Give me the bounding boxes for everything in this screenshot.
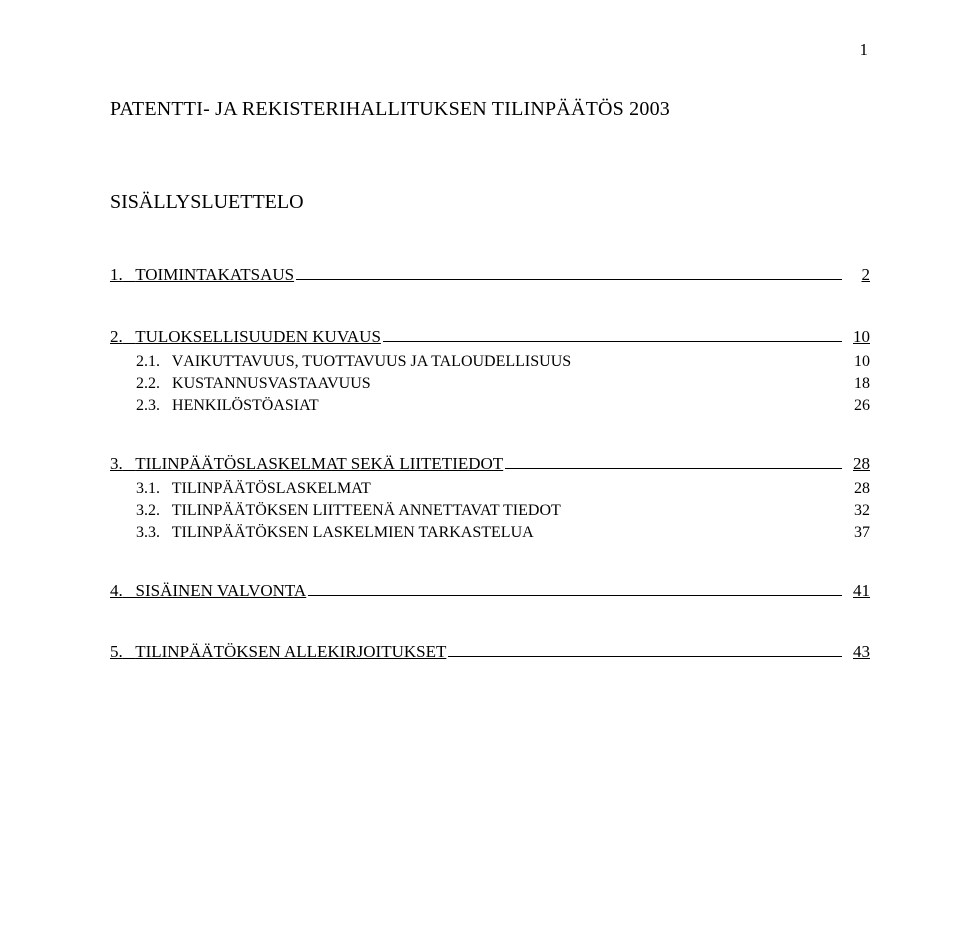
table-of-contents: 1. TOIMINTAKATSAUS 2 2. TULOKSELLISUUDEN… — [110, 264, 870, 662]
toc-subtext-rest: ENKILÖSTÖASIAT — [184, 397, 319, 414]
toc-entry: 3. TILINPÄÄTÖSLASKELMAT SEKÄ LIITETIEDOT… — [110, 453, 870, 474]
toc-page: 28 — [846, 454, 870, 474]
toc-page: 43 — [846, 642, 870, 662]
toc-subnum: 2.3. — [136, 397, 160, 414]
toc-label: 2. TULOKSELLISUUDEN KUVAUS — [110, 327, 381, 347]
toc-num: 3. — [110, 454, 123, 473]
toc-subtext-cap: K — [172, 375, 184, 392]
toc-subtext-cap: T — [172, 502, 182, 519]
toc-subnum: 2.2. — [136, 375, 160, 392]
toc-leader — [505, 453, 842, 469]
toc-num: 2. — [110, 327, 123, 346]
toc-subgroup: 2.1. VAIKUTTAVUUS, TUOTTAVUUS JA TALOUDE… — [110, 353, 870, 415]
toc-sublabel: 2.1. VAIKUTTAVUUS, TUOTTAVUUS JA TALOUDE… — [136, 353, 571, 371]
toc-subpage: 28 — [846, 480, 870, 498]
toc-num: 5. — [110, 642, 123, 661]
toc-subnum: 3.3. — [136, 524, 160, 541]
toc-subentry: 3.3. TILINPÄÄTÖKSEN LASKELMIEN TARKASTEL… — [136, 524, 870, 542]
toc-num: 4. — [110, 581, 123, 600]
toc-subpage: 37 — [846, 524, 870, 542]
toc-num: 1. — [110, 265, 123, 284]
toc-sublabel: 3.1. TILINPÄÄTÖSLASKELMAT — [136, 480, 371, 498]
toc-subentry: 2.2. KUSTANNUSVASTAAVUUS 18 — [136, 375, 870, 393]
toc-page: 10 — [846, 327, 870, 347]
toc-subnum: 2.1. — [136, 353, 160, 370]
toc-subtext-rest: ILINPÄÄTÖKSEN LIITTEENÄ ANNETTAVAT TIEDO… — [182, 502, 561, 519]
toc-subpage: 18 — [846, 375, 870, 393]
toc-subnum: 3.2. — [136, 502, 160, 519]
toc-subentry: 2.3. HENKILÖSTÖASIAT 26 — [136, 397, 870, 415]
toc-entry: 1. TOIMINTAKATSAUS 2 — [110, 264, 870, 285]
toc-label: 5. TILINPÄÄTÖKSEN ALLEKIRJOITUKSET — [110, 642, 446, 662]
toc-subentry: 3.2. TILINPÄÄTÖKSEN LIITTEENÄ ANNETTAVAT… — [136, 502, 870, 520]
page-number: 1 — [860, 40, 869, 60]
toc-sublabel: 3.3. TILINPÄÄTÖKSEN LASKELMIEN TARKASTEL… — [136, 524, 534, 542]
toc-label: 1. TOIMINTAKATSAUS — [110, 265, 294, 285]
toc-text: SISÄINEN VALVONTA — [136, 581, 307, 600]
toc-leader — [308, 580, 842, 596]
toc-entry: 5. TILINPÄÄTÖKSEN ALLEKIRJOITUKSET 43 — [110, 641, 870, 662]
toc-page: 41 — [846, 581, 870, 601]
toc-text: TULOKSELLISUUDEN KUVAUS — [135, 327, 381, 346]
toc-subtext-cap: T — [172, 480, 182, 497]
toc-sublabel: 2.3. HENKILÖSTÖASIAT — [136, 397, 319, 415]
toc-text: TOIMINTAKATSAUS — [135, 265, 294, 284]
toc-subtext-cap: T — [172, 524, 182, 541]
toc-subentry: 2.1. VAIKUTTAVUUS, TUOTTAVUUS JA TALOUDE… — [136, 353, 870, 371]
toc-leader — [296, 264, 842, 280]
toc-subnum: 3.1. — [136, 480, 160, 497]
document-title: PATENTTI- JA REKISTERIHALLITUKSEN TILINP… — [110, 98, 870, 121]
toc-subtext-rest: AIKUTTAVUUS, TUOTTAVUUS JA TALOUDELLISUU… — [183, 353, 571, 370]
toc-sublabel: 2.2. KUSTANNUSVASTAAVUUS — [136, 375, 371, 393]
toc-subtext-rest: ILINPÄÄTÖSLASKELMAT — [182, 480, 371, 497]
toc-sublabel: 3.2. TILINPÄÄTÖKSEN LIITTEENÄ ANNETTAVAT… — [136, 502, 561, 520]
toc-heading: SISÄLLYSLUETTELO — [110, 191, 870, 214]
toc-subtext-rest: USTANNUSVASTAAVUUS — [184, 375, 371, 392]
toc-leader — [448, 641, 842, 657]
toc-label: 4. SISÄINEN VALVONTA — [110, 581, 306, 601]
toc-leader — [383, 325, 842, 341]
toc-subtext-rest: ILINPÄÄTÖKSEN LASKELMIEN TARKASTELUA — [182, 524, 534, 541]
toc-subentry: 3.1. TILINPÄÄTÖSLASKELMAT 28 — [136, 480, 870, 498]
toc-subpage: 10 — [846, 353, 870, 371]
toc-text: TILINPÄÄTÖSLASKELMAT SEKÄ LIITETIEDOT — [135, 454, 503, 473]
toc-text: TILINPÄÄTÖKSEN ALLEKIRJOITUKSET — [135, 642, 446, 661]
toc-page: 2 — [846, 265, 870, 285]
toc-subpage: 26 — [846, 397, 870, 415]
toc-subpage: 32 — [846, 502, 870, 520]
toc-entry: 2. TULOKSELLISUUDEN KUVAUS 10 — [110, 325, 870, 346]
toc-subtext-cap: H — [172, 397, 184, 414]
toc-entry: 4. SISÄINEN VALVONTA 41 — [110, 580, 870, 601]
toc-subgroup: 3.1. TILINPÄÄTÖSLASKELMAT 28 3.2. TILINP… — [110, 480, 870, 542]
toc-label: 3. TILINPÄÄTÖSLASKELMAT SEKÄ LIITETIEDOT — [110, 454, 503, 474]
toc-subtext-cap: V — [172, 353, 184, 370]
document-page: 1 PATENTTI- JA REKISTERIHALLITUKSEN TILI… — [0, 0, 960, 938]
